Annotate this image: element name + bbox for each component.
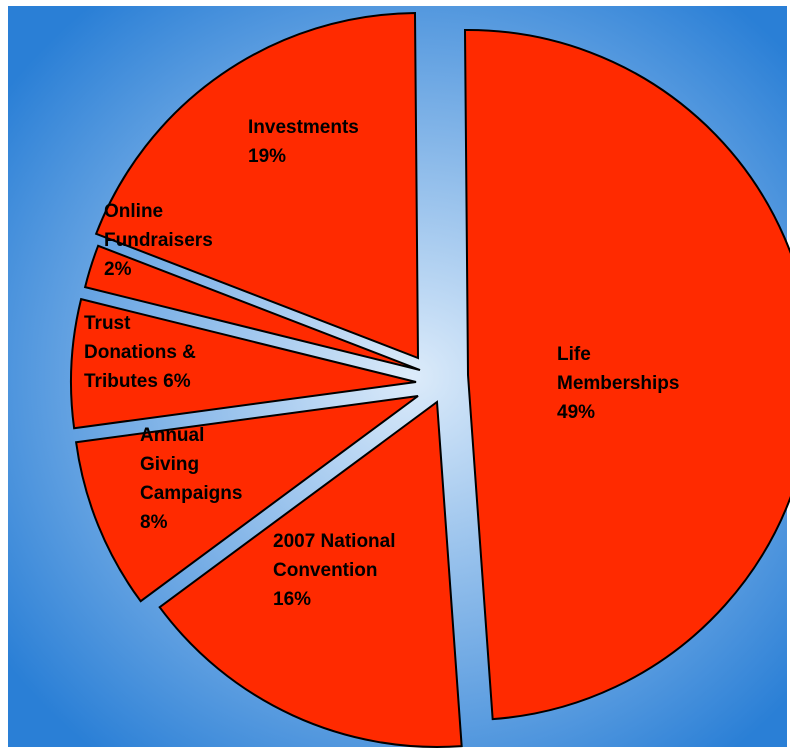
- pie-slice-life-memberships: [463, 29, 790, 721]
- slice-label-line: Fundraisers: [104, 230, 213, 251]
- slice-label-line: 2%: [104, 259, 132, 280]
- slice-label-line: 2007 National: [273, 531, 396, 552]
- slice-label-line: Memberships: [557, 373, 679, 394]
- slice-label-investments: Investments 19%: [248, 117, 359, 167]
- slice-labels: Life Memberships 49% 2007 National Conventio…: [84, 117, 679, 610]
- pie-slices: [70, 12, 790, 748]
- slice-label-annual-giving-campaigns: Annual Giving Campaigns 8%: [140, 425, 242, 533]
- slice-label-life-memberships: Life Memberships 49%: [557, 344, 679, 423]
- slice-label-line: Donations &: [84, 342, 196, 363]
- slice-label-line: 19%: [248, 146, 286, 167]
- pie-slice-2007-national-convention: [158, 400, 463, 748]
- slice-label-line: Annual: [140, 425, 204, 446]
- slice-label-line: Online: [104, 201, 163, 222]
- slice-label-2007-national-convention: 2007 National Convention 16%: [273, 531, 396, 610]
- pie-slice-investments: [94, 12, 420, 360]
- slice-label-line: 49%: [557, 402, 595, 423]
- pie-slice-online-fundraisers: [83, 244, 421, 371]
- slice-label-line: Giving: [140, 454, 199, 475]
- slice-label-line: Campaigns: [140, 483, 242, 504]
- slice-label-line: Convention: [273, 560, 378, 581]
- slice-label-line: Trust: [84, 313, 131, 334]
- slice-label-online-fundraisers: Online Fundraisers 2%: [104, 201, 213, 280]
- pie-slice-annual-giving-campaigns: [74, 395, 419, 603]
- slice-label-line: Life: [557, 344, 591, 365]
- slice-label-trust-donations-tributes: Trust Donations & Tributes 6%: [84, 313, 196, 392]
- slice-label-line: 16%: [273, 589, 311, 610]
- slice-label-line: 8%: [140, 512, 168, 533]
- slice-label-line: Investments: [248, 117, 359, 138]
- slice-label-line: Tributes 6%: [84, 371, 191, 392]
- pie-slice-trust-donations-tributes: [70, 297, 417, 430]
